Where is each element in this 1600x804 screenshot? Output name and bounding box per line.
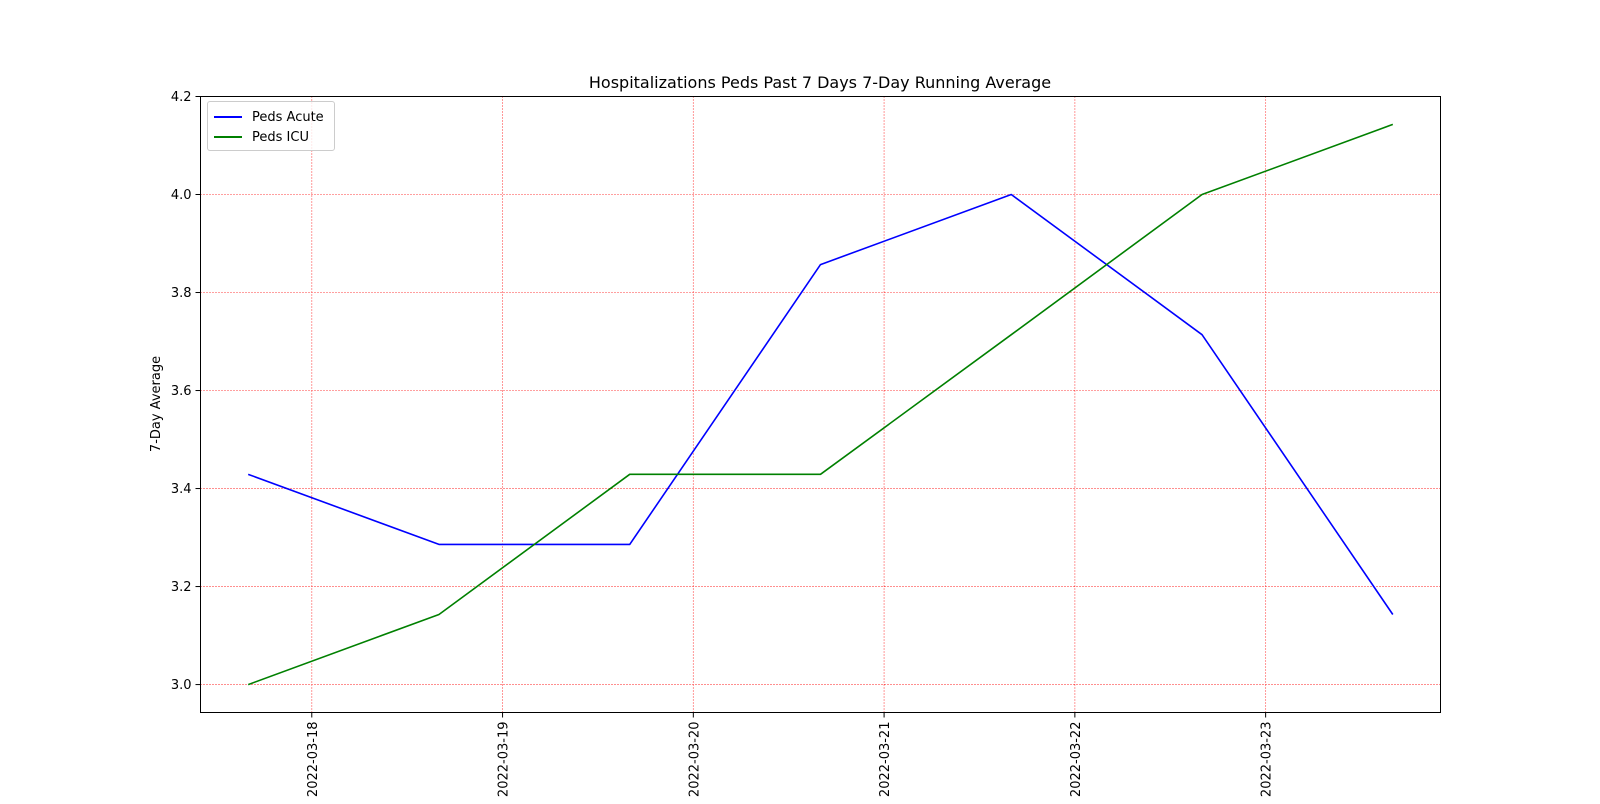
x-tick-label: 2022-03-18 — [306, 722, 321, 798]
x-axis-ticks: 2022-03-18 2022-03-19 2022-03-20 2022-03-21… — [306, 712, 1275, 798]
y-tick-label: 3.4 — [171, 482, 192, 497]
x-tick-label: 2022-03-22 — [1069, 722, 1084, 798]
chart-legend: Peds Acute Peds ICU — [207, 101, 335, 151]
y-tick-label: 4.0 — [171, 188, 192, 203]
x-tick-label: 2022-03-20 — [687, 722, 702, 798]
y-tick-label: 3.0 — [171, 678, 192, 693]
y-tick-label: 3.2 — [171, 580, 192, 595]
grid-lines — [200, 96, 1441, 713]
legend-swatch-peds-icu — [214, 136, 242, 138]
legend-item-peds-acute: Peds Acute — [214, 108, 324, 126]
x-tick-label: 2022-03-21 — [878, 722, 893, 798]
y-tick-label: 4.2 — [171, 90, 192, 105]
series-line-peds-acute — [247, 193, 1394, 615]
legend-label-peds-icu: Peds ICU — [252, 129, 309, 145]
series-line-peds-icu — [247, 123, 1394, 686]
x-tick-label: 2022-03-19 — [497, 722, 512, 798]
y-axis-label: 7-Day Average — [149, 356, 164, 452]
y-tick-label: 3.8 — [171, 286, 192, 301]
x-tick-label: 2022-03-23 — [1260, 722, 1275, 798]
series-lines — [247, 123, 1394, 686]
legend-label-peds-acute: Peds Acute — [252, 109, 324, 125]
plot-frame — [200, 96, 1441, 713]
legend-swatch-peds-acute — [214, 116, 242, 118]
chart-title: Hospitalizations Peds Past 7 Days 7-Day … — [589, 73, 1051, 92]
y-tick-label: 3.6 — [171, 384, 192, 399]
y-axis-ticks: 3.0 3.2 3.4 3.6 3.8 4.0 4.2 — [171, 90, 201, 693]
legend-item-peds-icu: Peds ICU — [214, 128, 309, 146]
